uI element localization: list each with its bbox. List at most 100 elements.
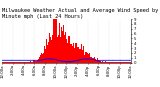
Bar xyxy=(66,39,67,63)
Bar xyxy=(94,57,95,63)
Bar xyxy=(51,40,52,63)
Bar xyxy=(89,53,90,63)
Bar xyxy=(100,61,101,63)
Bar xyxy=(70,44,71,63)
Bar xyxy=(79,49,80,63)
Bar xyxy=(123,62,124,63)
Bar xyxy=(85,52,86,63)
Bar xyxy=(26,62,27,63)
Bar xyxy=(3,62,4,63)
Bar xyxy=(43,53,44,63)
Bar xyxy=(104,62,105,63)
Bar xyxy=(116,62,117,63)
Text: Milwaukee Weather Actual and Average Wind Speed by Minute mph (Last 24 Hours): Milwaukee Weather Actual and Average Win… xyxy=(2,8,158,19)
Bar xyxy=(17,62,18,63)
Bar xyxy=(21,62,22,63)
Bar xyxy=(114,62,115,63)
Bar xyxy=(42,54,43,63)
Bar xyxy=(29,62,30,63)
Bar xyxy=(31,62,32,63)
Bar xyxy=(83,46,84,63)
Bar xyxy=(109,62,110,63)
Bar xyxy=(99,62,100,63)
Bar xyxy=(48,35,49,63)
Bar xyxy=(68,36,69,63)
Bar xyxy=(15,62,16,63)
Bar xyxy=(111,62,112,63)
Bar xyxy=(74,48,75,63)
Bar xyxy=(108,62,109,63)
Bar xyxy=(90,57,91,63)
Bar xyxy=(122,62,123,63)
Bar xyxy=(44,46,45,63)
Bar xyxy=(36,61,37,63)
Bar xyxy=(95,59,96,63)
Bar xyxy=(101,62,102,63)
Bar xyxy=(69,36,70,63)
Bar xyxy=(120,62,121,63)
Bar xyxy=(97,58,98,63)
Bar xyxy=(10,62,11,63)
Bar xyxy=(93,58,94,63)
Bar xyxy=(88,54,89,63)
Bar xyxy=(82,48,83,63)
Bar xyxy=(8,62,9,63)
Bar xyxy=(39,57,40,63)
Bar xyxy=(98,60,99,63)
Bar xyxy=(54,19,55,63)
Bar xyxy=(18,62,19,63)
Bar xyxy=(129,62,130,63)
Bar xyxy=(105,61,106,63)
Bar xyxy=(32,62,33,63)
Bar xyxy=(80,49,81,63)
Bar xyxy=(41,53,42,63)
Bar xyxy=(20,62,21,63)
Bar xyxy=(9,62,10,63)
Bar xyxy=(2,62,3,63)
Bar xyxy=(103,62,104,63)
Bar xyxy=(38,59,39,63)
Bar xyxy=(34,60,35,63)
Bar xyxy=(25,62,26,63)
Bar xyxy=(113,62,114,63)
Bar xyxy=(126,62,127,63)
Bar xyxy=(60,37,61,63)
Bar xyxy=(27,62,28,63)
Bar xyxy=(52,35,53,63)
Bar xyxy=(117,62,118,63)
Bar xyxy=(91,57,92,63)
Bar xyxy=(50,37,51,63)
Bar xyxy=(87,53,88,63)
Bar xyxy=(130,62,131,63)
Bar xyxy=(35,61,36,63)
Bar xyxy=(72,46,73,63)
Bar xyxy=(22,62,23,63)
Bar xyxy=(37,60,38,63)
Bar xyxy=(11,62,12,63)
Bar xyxy=(47,45,48,63)
Bar xyxy=(56,19,57,63)
Bar xyxy=(92,58,93,63)
Bar xyxy=(14,62,15,63)
Bar xyxy=(96,60,97,63)
Bar xyxy=(78,47,79,63)
Bar xyxy=(6,62,7,63)
Bar xyxy=(4,62,5,63)
Bar xyxy=(77,47,78,63)
Bar xyxy=(65,45,66,63)
Bar xyxy=(7,62,8,63)
Bar xyxy=(124,62,125,63)
Bar xyxy=(45,49,46,63)
Bar xyxy=(40,55,41,63)
Bar xyxy=(62,31,63,63)
Bar xyxy=(115,62,116,63)
Bar xyxy=(73,44,74,63)
Bar xyxy=(5,62,6,63)
Bar xyxy=(61,27,62,63)
Bar xyxy=(24,62,25,63)
Bar xyxy=(49,33,50,63)
Bar xyxy=(30,61,31,63)
Bar xyxy=(118,62,119,63)
Bar xyxy=(119,62,120,63)
Bar xyxy=(46,39,47,63)
